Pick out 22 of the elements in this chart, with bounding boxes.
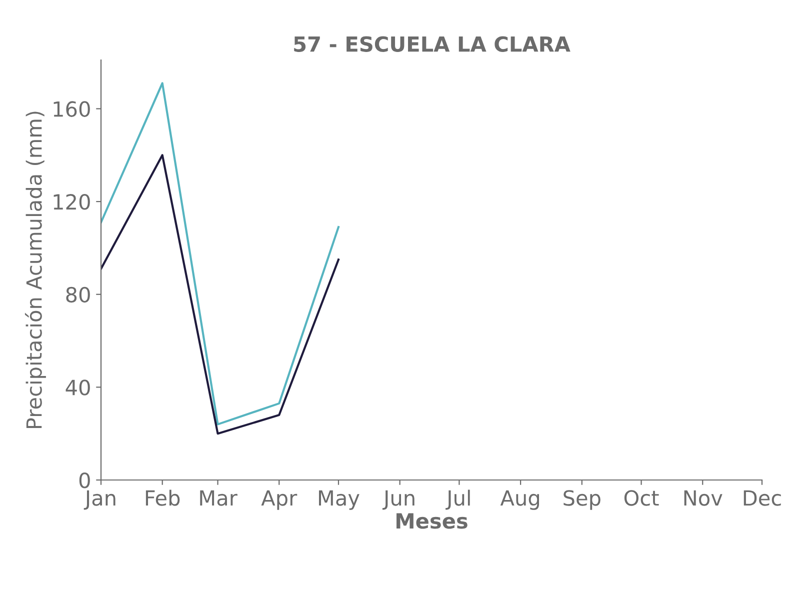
x-tick-label: Dec — [744, 490, 781, 506]
y-tick-label: 80 — [66, 286, 90, 303]
y-tick-label: 0 — [79, 472, 90, 488]
x-tick-label: Nov — [684, 490, 722, 506]
y-tick-label: 120 — [54, 194, 90, 210]
y-axis-title: Precipitación Acumulada (mm) — [24, 112, 46, 428]
x-tick-label: Jan — [84, 490, 116, 510]
x-tick-label: Sep — [564, 490, 600, 510]
x-tick-label: Jul — [446, 490, 470, 510]
x-tick-label: Apr — [261, 490, 298, 510]
x-tick-label: Oct — [624, 490, 659, 506]
x-tick-label: May — [318, 490, 360, 510]
line-series — [101, 154, 340, 435]
x-tick-label: Aug — [500, 490, 540, 510]
chart-title: 57 - ESCUELA LA CLARA — [294, 36, 570, 52]
x-axis-title: Meses — [396, 513, 468, 529]
line-series — [101, 82, 340, 426]
x-tick-label: Jun — [382, 490, 414, 510]
x-tick-label: Feb — [146, 490, 180, 506]
y-tick-label: 40 — [66, 380, 90, 396]
x-tick-label: Mar — [200, 490, 238, 506]
y-tick-label: 160 — [54, 101, 90, 117]
